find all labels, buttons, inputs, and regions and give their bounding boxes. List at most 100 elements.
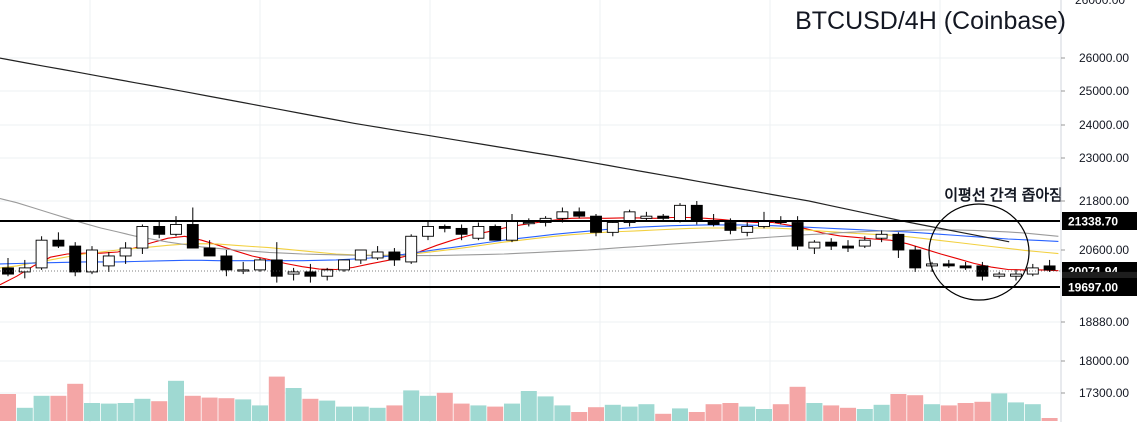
volume-bar bbox=[403, 390, 420, 421]
candle bbox=[102, 251, 115, 272]
candle-body-down bbox=[909, 249, 922, 269]
candle-body-down bbox=[892, 233, 905, 251]
y-tick-label: 23000.00 bbox=[1079, 151, 1129, 165]
volume-bar bbox=[856, 409, 873, 421]
candle bbox=[237, 261, 250, 275]
candle bbox=[153, 220, 166, 239]
volume-bar bbox=[168, 380, 184, 421]
candle-body-down bbox=[573, 211, 586, 217]
candle-body-up bbox=[86, 249, 98, 273]
candle-body-up bbox=[623, 211, 636, 223]
candle bbox=[69, 242, 82, 277]
candle bbox=[825, 238, 838, 250]
candle bbox=[1043, 259, 1056, 272]
volume-bar bbox=[806, 403, 823, 421]
candle bbox=[506, 214, 518, 243]
candle bbox=[472, 222, 485, 241]
volume-bar bbox=[722, 403, 739, 421]
candle bbox=[640, 211, 653, 221]
volume-bar bbox=[302, 398, 319, 421]
candle-body-down bbox=[186, 224, 199, 249]
volume-bar bbox=[436, 392, 453, 421]
candle-body-down bbox=[270, 259, 283, 277]
candle bbox=[220, 250, 233, 277]
volume-bar bbox=[33, 395, 50, 421]
volume-bar bbox=[604, 404, 621, 421]
volume-bar bbox=[940, 405, 957, 421]
candle bbox=[909, 246, 922, 272]
candle bbox=[354, 249, 367, 264]
candle bbox=[52, 232, 65, 249]
candle bbox=[858, 236, 871, 249]
candle bbox=[1026, 263, 1039, 277]
volume-bar bbox=[789, 386, 806, 421]
volume-bar bbox=[67, 383, 84, 421]
candle-body-down bbox=[438, 225, 451, 229]
volume-bar bbox=[537, 396, 554, 421]
volume-bar bbox=[285, 388, 302, 421]
volume-bars bbox=[0, 376, 1058, 421]
candle bbox=[623, 209, 636, 227]
candle bbox=[170, 216, 182, 237]
volume-bar bbox=[840, 407, 856, 421]
volume-bar bbox=[890, 394, 907, 421]
volume-bar bbox=[705, 404, 722, 421]
candle bbox=[119, 242, 132, 264]
volume-bar bbox=[184, 395, 201, 421]
candle bbox=[455, 224, 468, 241]
volume-bar bbox=[420, 395, 436, 421]
candle-body-up bbox=[741, 225, 754, 233]
candle bbox=[304, 263, 317, 283]
candle bbox=[926, 261, 938, 272]
price-label-box bbox=[1062, 212, 1137, 230]
candle bbox=[321, 267, 334, 281]
candle bbox=[875, 230, 888, 243]
candle bbox=[388, 248, 401, 266]
moving-average-line bbox=[0, 57, 1010, 243]
candle bbox=[422, 220, 434, 241]
candle-body-down bbox=[791, 222, 804, 247]
volume-bar bbox=[756, 409, 772, 421]
candle-body-up bbox=[640, 215, 653, 219]
candle-body-down bbox=[959, 265, 972, 269]
candle-body-down bbox=[942, 263, 955, 267]
candle-body-up bbox=[674, 204, 686, 221]
candle-body-down bbox=[825, 241, 838, 247]
candle-body-down bbox=[690, 204, 703, 221]
candle-body-down bbox=[388, 251, 401, 261]
candle bbox=[522, 218, 535, 227]
candle-body-down bbox=[842, 245, 854, 249]
volume-bar bbox=[319, 400, 336, 421]
y-tick-label: 17300.00 bbox=[1079, 386, 1129, 400]
volume-bar bbox=[1024, 404, 1041, 421]
candle-body-up bbox=[1010, 273, 1022, 277]
price-label-text: 19697.00 bbox=[1068, 281, 1118, 295]
candle bbox=[287, 267, 300, 281]
volume-bar bbox=[638, 404, 655, 421]
candle bbox=[86, 246, 98, 275]
volume-bar bbox=[16, 407, 33, 421]
candle bbox=[606, 220, 619, 237]
volume-bar bbox=[554, 405, 571, 421]
candle-body-down bbox=[153, 225, 166, 235]
candle bbox=[35, 236, 48, 270]
volume-bar bbox=[655, 413, 672, 421]
candle-body-down bbox=[590, 215, 602, 233]
candle-body-down bbox=[52, 239, 65, 247]
volume-bar bbox=[386, 405, 403, 421]
grid bbox=[0, 0, 1060, 422]
y-tick-label: 24000.00 bbox=[1079, 118, 1129, 132]
volume-bar bbox=[520, 391, 537, 421]
candle bbox=[2, 257, 14, 277]
candle-body-up bbox=[338, 259, 350, 271]
y-tick-label: 20600.00 bbox=[1079, 243, 1129, 257]
y-tick-label: 26000.00 bbox=[1079, 51, 1129, 65]
volume-bar bbox=[100, 403, 117, 421]
candle bbox=[186, 207, 199, 249]
candle-body-down bbox=[304, 271, 317, 277]
candle bbox=[741, 222, 754, 237]
candle-body-up bbox=[254, 259, 266, 271]
candle-body-up bbox=[321, 269, 334, 277]
candle-body-up bbox=[18, 267, 31, 273]
